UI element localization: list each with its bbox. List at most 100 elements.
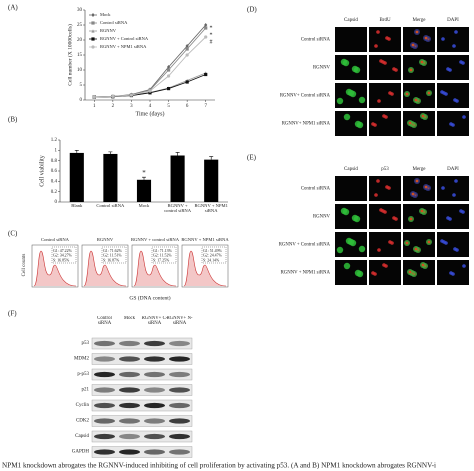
cell	[441, 37, 445, 41]
micrograph	[437, 232, 469, 257]
cell	[351, 65, 359, 73]
column-header: BrdU	[379, 18, 391, 23]
marker	[185, 80, 189, 84]
x-tick-label: Mock	[138, 204, 150, 208]
x-tick-label: 5	[167, 104, 170, 109]
cell	[449, 271, 453, 275]
cell	[392, 67, 396, 71]
cell	[376, 30, 380, 34]
marker	[148, 89, 152, 93]
stat: G2: 11.52%	[153, 254, 172, 258]
y-tick-label: 0	[55, 200, 58, 205]
stat: S: 17.25%	[153, 258, 170, 262]
y-axis-title: Cell viability	[39, 155, 45, 187]
stats-box	[51, 246, 77, 264]
caption: NPM1 knockdown abrogates the RGNNV-induc…	[2, 462, 436, 470]
marker	[148, 91, 152, 95]
cell	[453, 98, 457, 102]
panel-label: (D)	[247, 6, 257, 14]
bar	[136, 179, 152, 202]
band	[119, 387, 140, 393]
y-tick-label: 0.4	[51, 179, 58, 184]
stats-box	[151, 246, 177, 264]
column-header: Mock	[123, 316, 136, 321]
marker	[166, 68, 171, 72]
cell	[420, 60, 424, 64]
column-header: Merge	[413, 18, 427, 23]
cell	[345, 88, 353, 96]
band	[94, 356, 115, 362]
cell	[408, 121, 412, 125]
stat: G2: 11.51%	[103, 254, 122, 258]
column-header: Capsid	[344, 167, 358, 172]
histogram	[33, 250, 77, 287]
error-bar	[209, 156, 214, 160]
band	[119, 418, 140, 424]
error-bar	[74, 150, 79, 153]
blot-strip	[91, 446, 193, 458]
marker	[166, 65, 171, 69]
cell	[374, 44, 378, 48]
band	[94, 387, 115, 393]
marker	[129, 93, 134, 97]
x-tick-label: RGNNV + control siRNA	[164, 204, 192, 213]
cell	[440, 239, 444, 243]
row-label: RGNNV	[313, 215, 331, 220]
legend-label: Mock	[100, 12, 111, 17]
x-tick-label: 6	[186, 104, 189, 109]
band	[144, 371, 165, 378]
micrograph	[369, 176, 401, 201]
micrograph	[437, 55, 469, 80]
marker	[166, 74, 171, 78]
cell	[351, 214, 359, 222]
stat: S: 16.85%	[53, 258, 70, 262]
band	[94, 371, 115, 378]
cell	[462, 115, 466, 119]
band	[119, 371, 140, 378]
row-label: p21	[82, 388, 90, 393]
row-label: GAPDH	[72, 450, 90, 455]
error-bar	[142, 176, 146, 180]
y-tick-label: 25	[77, 23, 83, 28]
band	[144, 402, 165, 409]
legend-label: RGNNV + NPM1 siRNA	[100, 44, 147, 49]
cell	[440, 90, 444, 94]
row-label: CDK2	[76, 419, 90, 424]
legend-label: RGNNV + Control siRNA	[100, 36, 149, 41]
cell	[415, 179, 419, 183]
cell	[421, 114, 425, 118]
x-axis-title: GS (DNA content)	[129, 294, 170, 301]
column-header: DAPI	[447, 18, 459, 23]
y-axis-title: Cell counts	[22, 254, 27, 277]
cell	[453, 247, 457, 251]
y-tick-label: 1	[55, 148, 58, 153]
band	[94, 433, 115, 440]
blot-strip	[91, 399, 193, 412]
band	[119, 433, 140, 440]
blot-strip	[91, 415, 193, 427]
cell	[385, 185, 389, 189]
x-tick-label: RGNNV + NPM1 siRNA	[194, 204, 228, 213]
x-axis-title: Time (days)	[136, 110, 165, 117]
cell	[405, 92, 409, 96]
cell	[382, 263, 386, 267]
cell	[414, 98, 418, 102]
cell	[382, 114, 386, 118]
annotation: *	[210, 25, 213, 31]
y-tick-label: 30	[77, 8, 83, 13]
band	[169, 433, 190, 440]
cell	[424, 36, 428, 40]
blot-strip	[91, 430, 193, 443]
column-header: Merge	[413, 167, 427, 172]
band	[94, 449, 115, 455]
cell	[377, 99, 381, 103]
y-tick-label: 20	[77, 38, 83, 43]
marker	[185, 44, 189, 48]
micrograph	[335, 27, 367, 52]
blot-strip	[91, 384, 193, 396]
cell	[449, 122, 453, 126]
sample-title: RGNNV + control siRNA	[131, 237, 180, 242]
sample-title: RGNNV + NPM1 siRNA	[181, 237, 229, 242]
cell	[459, 209, 463, 213]
band	[144, 418, 165, 424]
